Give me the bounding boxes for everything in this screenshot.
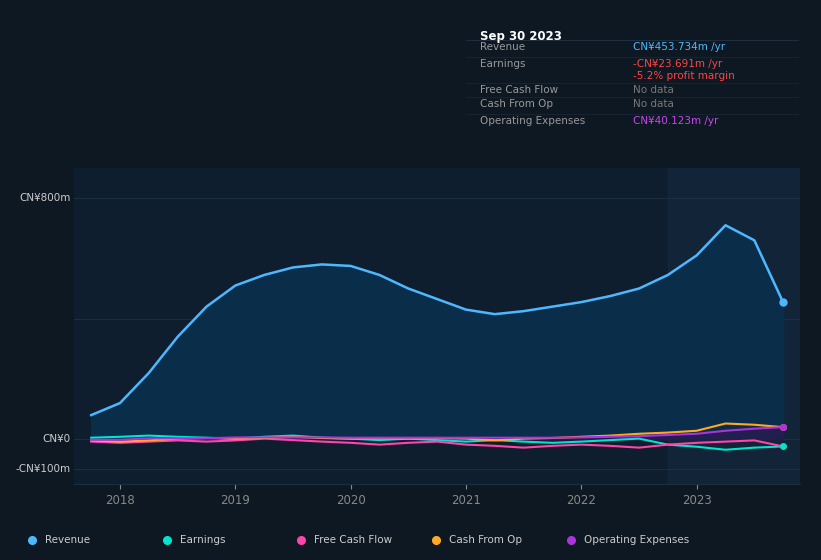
Text: Revenue: Revenue (45, 535, 90, 545)
Text: No data: No data (632, 85, 673, 95)
Text: Cash From Op: Cash From Op (449, 535, 522, 545)
Text: CN¥0: CN¥0 (42, 434, 71, 444)
Text: Earnings: Earnings (479, 59, 525, 69)
Text: CN¥40.123m /yr: CN¥40.123m /yr (632, 116, 718, 125)
Bar (667, 168, 800, 484)
Text: Cash From Op: Cash From Op (479, 99, 553, 109)
Text: -CN¥23.691m /yr: -CN¥23.691m /yr (632, 59, 722, 69)
Text: Earnings: Earnings (180, 535, 225, 545)
Text: Operating Expenses: Operating Expenses (584, 535, 689, 545)
Text: -CN¥100m: -CN¥100m (15, 464, 71, 474)
Text: Free Cash Flow: Free Cash Flow (314, 535, 392, 545)
Text: CN¥800m: CN¥800m (19, 193, 71, 203)
Text: Operating Expenses: Operating Expenses (479, 116, 585, 125)
Text: -5.2% profit margin: -5.2% profit margin (632, 71, 734, 81)
Text: Sep 30 2023: Sep 30 2023 (479, 30, 562, 44)
Text: Free Cash Flow: Free Cash Flow (479, 85, 557, 95)
Text: CN¥453.734m /yr: CN¥453.734m /yr (632, 42, 725, 52)
Text: No data: No data (632, 99, 673, 109)
Text: Revenue: Revenue (479, 42, 525, 52)
